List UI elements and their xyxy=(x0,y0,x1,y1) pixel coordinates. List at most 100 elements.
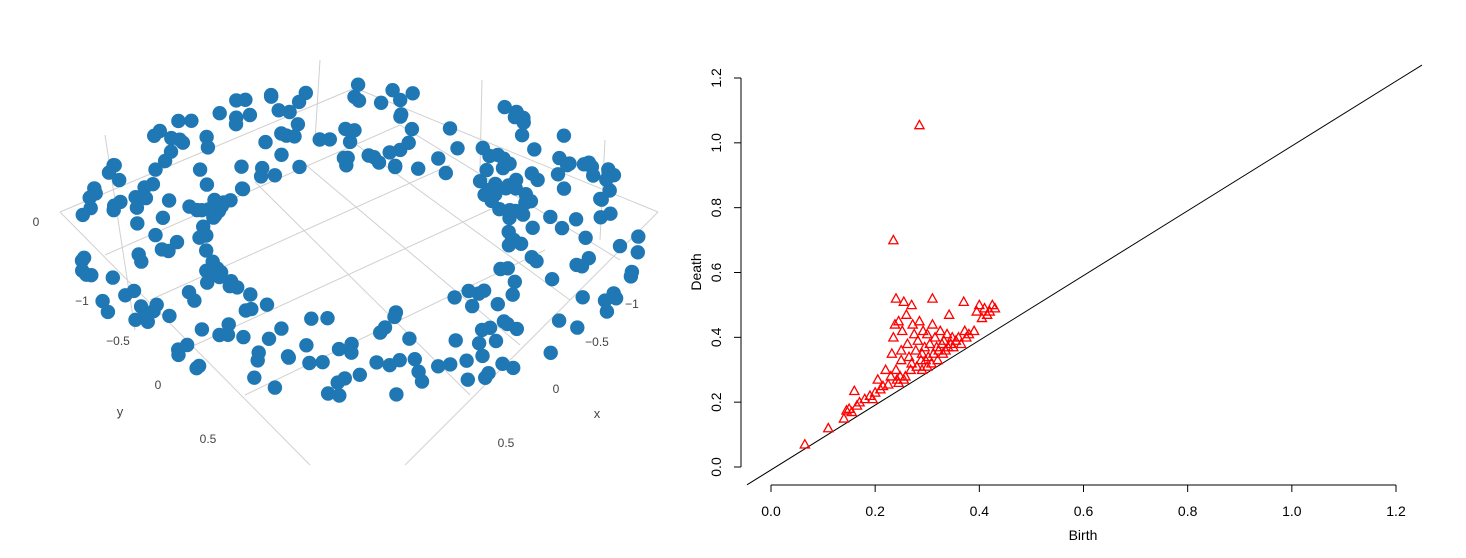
y-tick-label: 1.2 xyxy=(708,68,724,88)
persistence-point xyxy=(916,363,928,375)
torus-point xyxy=(612,238,628,254)
torus-point xyxy=(129,200,145,215)
torus-point xyxy=(199,243,214,258)
grid-line xyxy=(254,181,471,396)
persistence-point xyxy=(976,311,988,323)
persistence-point xyxy=(913,119,926,130)
torus-point xyxy=(465,298,480,314)
torus-point xyxy=(502,156,517,171)
torus-point xyxy=(472,174,488,189)
torus-point xyxy=(344,336,359,352)
torus-point xyxy=(194,322,210,337)
torus-point xyxy=(529,254,544,269)
torus-point xyxy=(253,169,269,184)
torus-point xyxy=(518,195,533,211)
torus-point xyxy=(350,77,366,92)
diagonal-line xyxy=(746,64,1423,486)
torus-point xyxy=(148,162,163,177)
torus-point xyxy=(570,320,585,335)
torus-point xyxy=(507,274,522,289)
persistence-point xyxy=(926,292,939,303)
torus-point xyxy=(137,180,152,195)
persistence-point xyxy=(846,405,858,417)
torus-point xyxy=(497,99,512,115)
torus-point xyxy=(461,283,476,299)
persistence-point xyxy=(917,324,929,336)
torus-point xyxy=(411,161,426,176)
torus-point xyxy=(599,172,614,187)
torus-point xyxy=(442,121,458,136)
torus-point xyxy=(315,355,330,370)
torus-point xyxy=(401,135,416,150)
torus-point xyxy=(347,123,362,138)
persistence-point xyxy=(926,318,939,329)
torus-point xyxy=(250,353,265,368)
torus-point xyxy=(247,370,262,385)
torus-point xyxy=(320,386,336,401)
torus-point xyxy=(459,353,474,368)
torus-point xyxy=(608,291,624,306)
3d-axis-labels: 0 −1 −0.5 0 0.5 y −1 −0.5 0 0.5 x xyxy=(33,215,640,450)
torus-point xyxy=(471,336,487,351)
y-tick-label: 0.4 xyxy=(708,327,724,347)
torus-point xyxy=(414,374,430,389)
torus-point xyxy=(393,92,408,108)
torus-point xyxy=(385,83,400,98)
persistence-point xyxy=(890,292,902,303)
torus-point xyxy=(575,290,590,305)
persistence-point xyxy=(989,302,1001,313)
torus-point xyxy=(171,347,186,363)
torus-point xyxy=(476,283,492,298)
torus-point xyxy=(623,269,639,284)
x-tick-0: 0 xyxy=(553,382,560,396)
torus-point xyxy=(438,165,453,181)
torus-point xyxy=(593,210,608,225)
persistence-point xyxy=(822,422,834,433)
persistence-point xyxy=(941,328,953,339)
torus-point xyxy=(479,162,494,178)
torus-point xyxy=(128,190,143,205)
x-tick-neg0.5: −0.5 xyxy=(585,335,609,349)
torus-point xyxy=(304,311,319,326)
persistence-points xyxy=(799,119,1001,449)
grid-line xyxy=(404,211,659,466)
persistence-point xyxy=(929,331,941,342)
y-axis-title-death: Death xyxy=(688,253,704,290)
torus-point xyxy=(402,331,417,346)
persistence-diagram-panel: 0.0 0.2 0.4 0.6 0.8 1.0 1.2 0.0 0.2 0.4 0.6 0.8 1.0 1… xyxy=(688,64,1423,543)
y-tick-0.5: 0.5 xyxy=(200,432,217,446)
torus-point xyxy=(161,193,177,208)
torus-point xyxy=(101,165,117,180)
torus-point xyxy=(267,168,283,183)
torus-point xyxy=(543,345,558,360)
torus-point xyxy=(508,172,524,188)
torus-point xyxy=(405,86,420,101)
torus-point xyxy=(431,359,446,374)
torus-point xyxy=(236,329,251,345)
torus-point xyxy=(291,94,307,110)
persistence-point xyxy=(903,350,915,362)
persistence-point xyxy=(912,334,924,345)
torus-point xyxy=(163,144,179,159)
persistence-point xyxy=(916,347,928,358)
x-tick-label: 0.4 xyxy=(970,503,990,519)
torus-point xyxy=(392,353,407,368)
persistence-point xyxy=(921,328,933,339)
x-tick-label: 0.6 xyxy=(1074,503,1094,519)
persistence-point xyxy=(889,318,901,329)
persistence-point xyxy=(895,354,907,365)
persistence-point xyxy=(950,334,962,345)
torus-point xyxy=(100,304,116,320)
persistence-point xyxy=(900,308,913,319)
torus-point xyxy=(525,220,540,235)
persistence-point xyxy=(885,370,897,381)
persistence-point xyxy=(901,337,914,349)
persistence-point xyxy=(853,396,866,407)
torus-point xyxy=(493,261,508,277)
torus-point xyxy=(228,117,244,132)
torus-point xyxy=(524,166,539,181)
torus-point xyxy=(79,267,94,282)
persistence-axes xyxy=(734,64,1423,492)
torus-point xyxy=(336,150,352,166)
torus-point xyxy=(407,352,422,367)
